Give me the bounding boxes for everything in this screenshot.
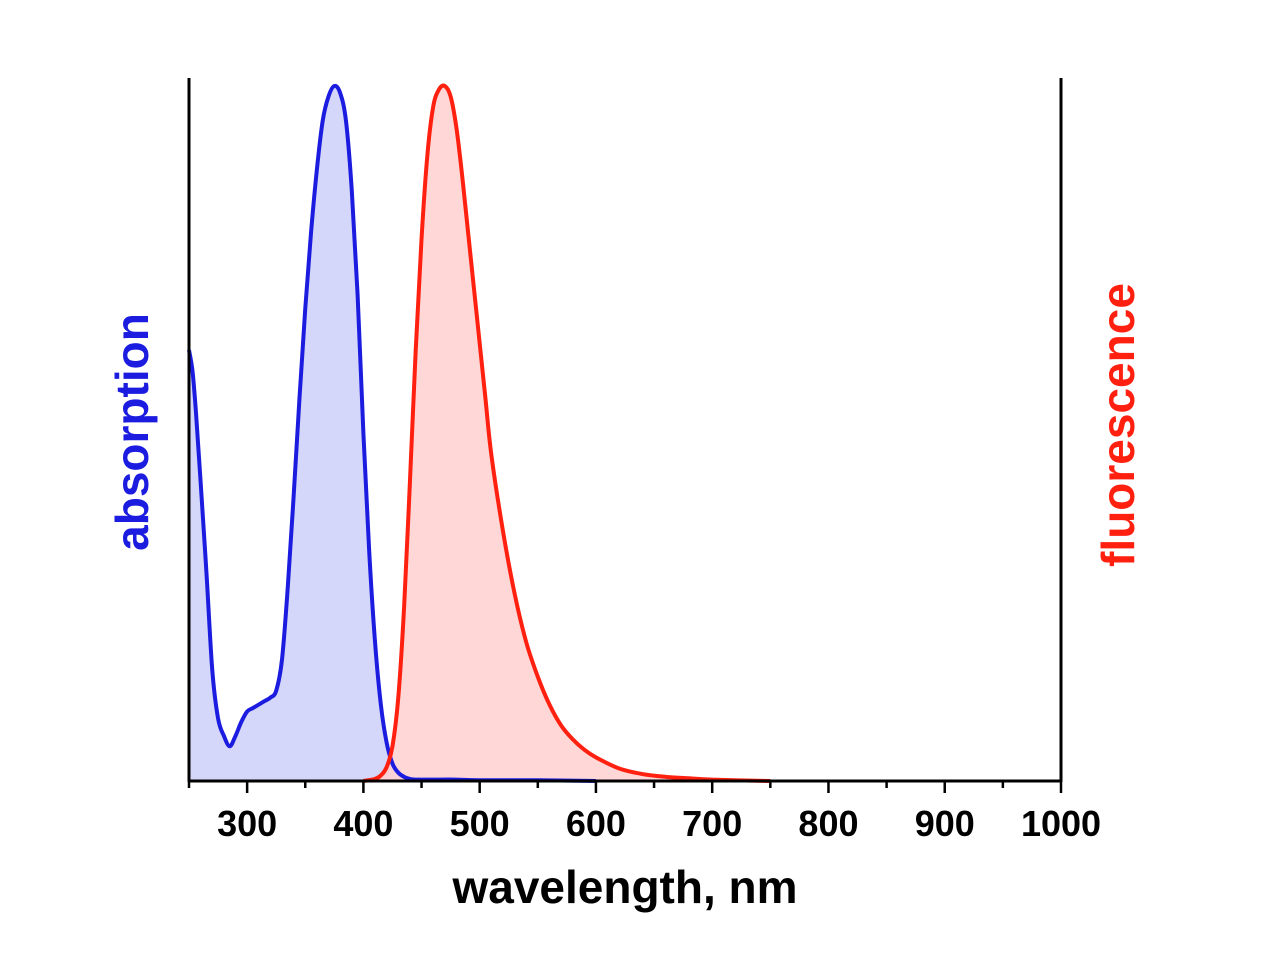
right-axis-title: fluorescence [1092,283,1144,567]
x-tick-labels: 300 400 500 600 700 800 900 1000 [217,803,1101,844]
series-lines [187,83,771,783]
x-tick-label: 1000 [1021,803,1101,844]
x-tick-label: 600 [566,803,626,844]
x-tick-label: 900 [915,803,975,844]
left-axis-title: absorption [106,313,158,551]
absorption-area [189,85,596,781]
x-ticks [187,781,1063,793]
x-axis-title: wavelength, nm [451,861,797,913]
x-tick-label: 800 [798,803,858,844]
x-tick-label: 300 [217,803,277,844]
series-fills [189,85,771,781]
fluorescence-area [363,85,771,781]
x-tick-label: 500 [450,803,510,844]
absorption-line [187,83,596,783]
axes [187,78,1063,783]
x-tick-label: 700 [682,803,742,844]
x-tick-label: 400 [333,803,393,844]
fluorescence-line [363,83,771,783]
